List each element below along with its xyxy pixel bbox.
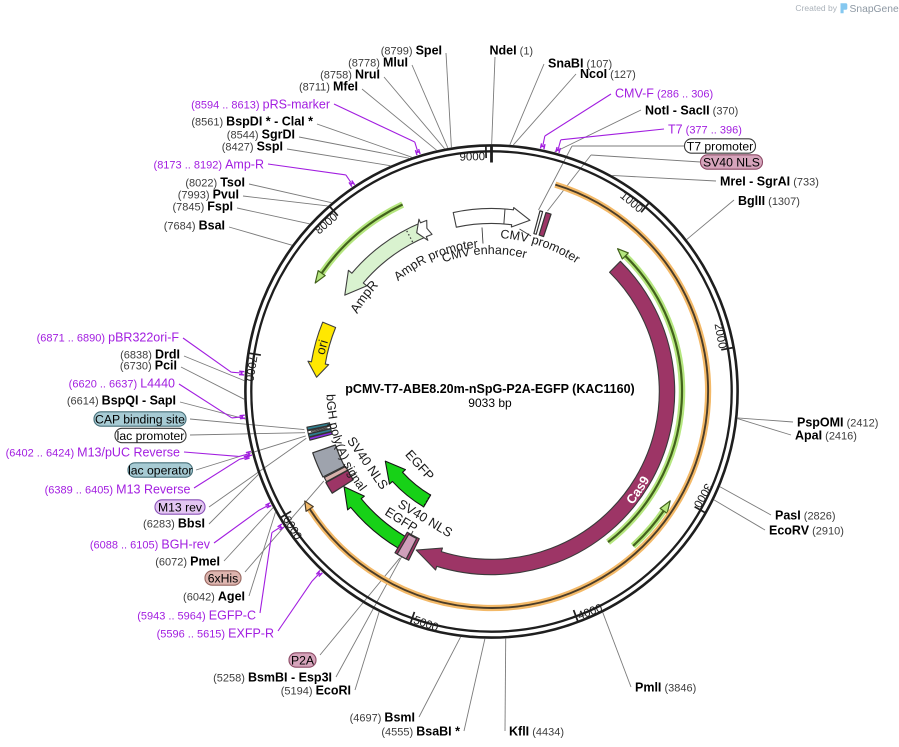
svg-text:SnapGene: SnapGene: [850, 4, 899, 15]
svg-text:(6614) BspQI - SapI: (6614) BspQI - SapI: [67, 393, 176, 407]
svg-text:ori: ori: [313, 338, 331, 356]
svg-text:PmlI (3846): PmlI (3846): [635, 680, 696, 694]
svg-text:CAP binding site: CAP binding site: [95, 412, 185, 426]
svg-text:(8758) NruI: (8758) NruI: [320, 67, 380, 81]
svg-text:NotI - SacII (370): NotI - SacII (370): [645, 103, 738, 117]
svg-text:(6620 .. 6637) L4440: (6620 .. 6637) L4440: [69, 376, 175, 390]
svg-text:EcoRV (2910): EcoRV (2910): [769, 523, 844, 537]
svg-text:(5258) BsmBI - Esp3I: (5258) BsmBI - Esp3I: [213, 670, 332, 684]
svg-text:(6283) BbsI: (6283) BbsI: [143, 516, 205, 530]
svg-text:(5943 .. 5964) EGFP-C: (5943 .. 5964) EGFP-C: [137, 608, 256, 622]
svg-text:CMV-F (286 .. 306): CMV-F (286 .. 306): [615, 86, 713, 100]
svg-text:lac promoter: lac promoter: [117, 429, 185, 443]
svg-text:(6072) PmeI: (6072) PmeI: [155, 554, 220, 568]
svg-text:(8561) BspDI * - ClaI *: (8561) BspDI * - ClaI *: [191, 114, 313, 128]
svg-text:MreI - SgrAI (733): MreI - SgrAI (733): [720, 174, 819, 188]
svg-text:9000: 9000: [459, 151, 485, 164]
svg-text:(6389 .. 6405) M13 Reverse: (6389 .. 6405) M13 Reverse: [45, 482, 191, 496]
svg-text:lac operator: lac operator: [128, 463, 192, 477]
svg-text:(5596 .. 5615) EXFP-R: (5596 .. 5615) EXFP-R: [157, 626, 274, 640]
svg-text:6xHis: 6xHis: [208, 571, 238, 585]
svg-text:(8427) SspI: (8427) SspI: [222, 139, 283, 153]
svg-text:(6730) PciI: (6730) PciI: [120, 358, 177, 372]
svg-text:(7684) BsaI: (7684) BsaI: [164, 218, 225, 232]
svg-text:T7 (377 .. 396): T7 (377 .. 396): [668, 122, 742, 136]
svg-text:(6042) AgeI: (6042) AgeI: [183, 589, 245, 603]
svg-text:M13 rev: M13 rev: [158, 500, 203, 514]
svg-text:(5194) EcoRI: (5194) EcoRI: [281, 683, 351, 697]
svg-text:(8799) SpeI: (8799) SpeI: [381, 43, 442, 57]
svg-text:(7993) PvuI: (7993) PvuI: [178, 187, 239, 201]
svg-text:BglII (1307): BglII (1307): [738, 194, 800, 208]
svg-text:(8544) SgrDI: (8544) SgrDI: [227, 127, 295, 141]
svg-text:(8022) TsoI: (8022) TsoI: [185, 175, 245, 189]
svg-text:NcoI (127): NcoI (127): [580, 67, 636, 81]
svg-text:SV40 NLS: SV40 NLS: [703, 155, 760, 169]
svg-text:pCMV-T7-ABE8.20m-nSpG-P2A-EGFP: pCMV-T7-ABE8.20m-nSpG-P2A-EGFP (KAC1160): [345, 382, 634, 396]
svg-text:KflI (4434): KflI (4434): [509, 724, 564, 738]
svg-text:(8778) MluI: (8778) MluI: [348, 55, 408, 69]
svg-text:(6088 .. 6105) BGH-rev: (6088 .. 6105) BGH-rev: [90, 537, 211, 551]
svg-text:9033 bp: 9033 bp: [468, 396, 512, 410]
svg-text:(4697) BsmI: (4697) BsmI: [350, 710, 415, 724]
svg-text:(8594 .. 8613) pRS-marker: (8594 .. 8613) pRS-marker: [191, 97, 330, 111]
svg-text:P2A: P2A: [291, 653, 315, 667]
svg-text:(4555) BsaBI *: (4555) BsaBI *: [381, 724, 460, 738]
svg-text:T7 promoter: T7 promoter: [687, 139, 753, 153]
svg-text:PspOMI (2412): PspOMI (2412): [797, 415, 878, 429]
svg-text:(8711) MfeI: (8711) MfeI: [299, 79, 358, 93]
svg-text:(7845) FspI: (7845) FspI: [172, 199, 233, 213]
svg-text:7000: 7000: [243, 355, 259, 382]
svg-text:(6871 .. 6890) pBR322ori-F: (6871 .. 6890) pBR322ori-F: [37, 330, 180, 344]
svg-text:NdeI (1): NdeI (1): [490, 43, 534, 57]
svg-text:2000: 2000: [712, 322, 728, 349]
svg-text:(6402 .. 6424) M13/pUC Reverse: (6402 .. 6424) M13/pUC Reverse: [6, 445, 180, 459]
svg-text:(6838) DrdI: (6838) DrdI: [120, 347, 180, 361]
svg-text:(8173 .. 8192) Amp-R: (8173 .. 8192) Amp-R: [154, 157, 264, 171]
svg-text:Created by: Created by: [795, 3, 837, 13]
svg-text:PasI (2826): PasI (2826): [775, 508, 836, 522]
svg-text:SnaBI (107): SnaBI (107): [548, 56, 612, 70]
svg-text:ApaI (2416): ApaI (2416): [795, 428, 857, 442]
